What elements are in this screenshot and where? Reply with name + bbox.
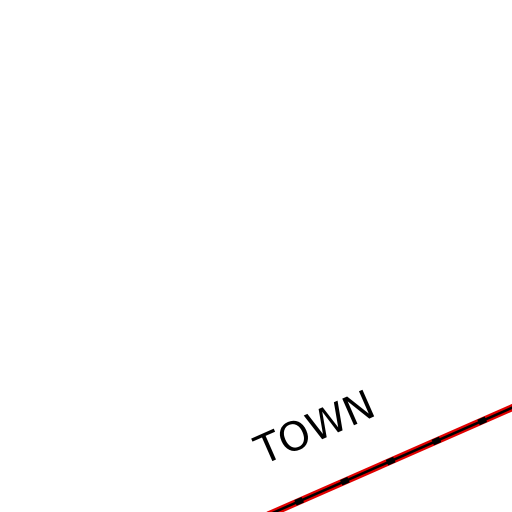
boundary-line — [266, 403, 512, 512]
boundary-dashes — [267, 404, 512, 512]
